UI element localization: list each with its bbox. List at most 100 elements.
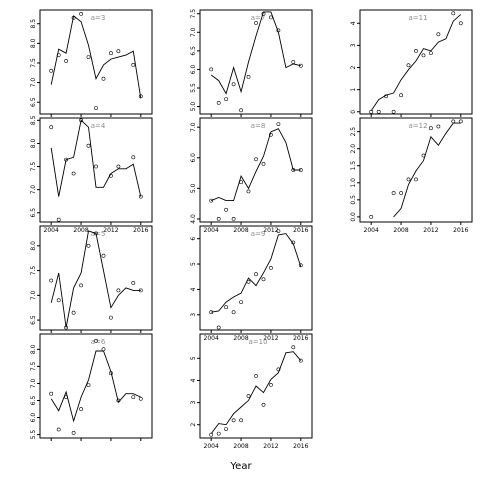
data-point [131, 281, 136, 285]
data-point [216, 431, 221, 436]
y-tick-label: 5.5 [30, 430, 37, 440]
fit-line [211, 233, 302, 313]
x-tick-label: 2008 [233, 335, 248, 342]
y-tick-label: 7.5 [30, 58, 37, 68]
y-tick-label: 6.5 [30, 315, 37, 325]
data-point [231, 310, 236, 315]
data-point [421, 153, 426, 158]
data-point [138, 288, 143, 293]
data-point [239, 108, 244, 113]
data-point [131, 155, 136, 160]
y-tick-label: 0.0 [350, 212, 357, 222]
y-tick-label: 5.0 [190, 183, 197, 193]
data-point [101, 76, 106, 81]
panels-group: 6.5 7.0 7.5 8.0 8.5 a=3 5.0 5.5 6.0 6.5 7.0 7.5 a=7 0… [30, 9, 473, 450]
fit-line [210, 11, 301, 95]
y-tick-label: 8.0 [30, 344, 37, 354]
data-point [261, 402, 266, 407]
fit-line [50, 15, 142, 99]
panel-label: a=12 [408, 122, 427, 130]
data-point [109, 315, 113, 320]
data-point [138, 396, 143, 401]
data-point [428, 51, 433, 56]
data-point [298, 263, 303, 268]
y-tick-label: 2.5 [350, 127, 357, 137]
data-point [276, 122, 281, 127]
data-point [239, 300, 244, 305]
x-tick-label: 2016 [293, 335, 308, 342]
data-point [268, 382, 273, 387]
y-tick-label: 1.0 [350, 178, 357, 188]
data-point [94, 106, 98, 111]
fit-line [50, 230, 141, 328]
data-point [64, 157, 69, 162]
panel-a-7: 5.0 5.5 6.0 6.5 7.0 7.5 a=7 [190, 9, 313, 117]
data-point [291, 168, 296, 172]
y-tick-label: 3 [350, 43, 357, 47]
x-tick-label: 2008 [233, 227, 248, 234]
data-point [116, 398, 121, 403]
data-point [64, 395, 69, 400]
data-point [216, 101, 221, 105]
y-tick-label: 2 [190, 423, 197, 427]
data-point [49, 68, 54, 73]
data-point [428, 126, 433, 131]
y-tick-label: 6.5 [30, 208, 37, 218]
data-point [109, 173, 113, 178]
data-point [458, 119, 463, 124]
data-point [71, 430, 76, 435]
fit-line [210, 351, 302, 434]
panel-frame [39, 333, 153, 439]
panel-a-6: 5.5 6.0 6.5 7.0 7.5 8.0 a=6 [30, 333, 153, 441]
x-tick-label: 2004 [364, 227, 379, 234]
x-tick-label: 2004 [44, 227, 59, 234]
panel-label: a=9 [251, 230, 266, 238]
data-point [261, 161, 266, 166]
data-point [231, 418, 236, 423]
panel-a-4: 6.5 7.0 7.5 8.0 8.5 2004 2008 2012 2016 a=4 [30, 115, 153, 234]
data-point [79, 283, 84, 288]
y-tick-label: 4 [190, 287, 197, 291]
y-tick-label: 6.5 [30, 97, 37, 107]
x-tick-label: 2016 [293, 227, 308, 234]
data-point [246, 189, 251, 194]
data-point [56, 427, 61, 432]
y-tick-label: 6.5 [190, 46, 197, 56]
data-point [49, 125, 54, 130]
panel-a-11: 0 1 2 3 4 a=11 [350, 9, 473, 117]
data-point [49, 391, 54, 396]
data-point [224, 97, 229, 102]
x-tick-label: 2012 [263, 443, 278, 450]
y-tick-label: 1 [350, 88, 357, 92]
panel-frame [199, 225, 313, 331]
data-point [451, 11, 456, 16]
data-point [94, 231, 98, 236]
y-tick-label: 8.5 [30, 19, 37, 29]
x-tick-label: 2012 [263, 335, 278, 342]
y-tick-label: 0 [350, 110, 357, 114]
y-tick-label: 6 [190, 237, 197, 241]
data-point [86, 383, 91, 388]
data-point [369, 109, 374, 114]
data-point [254, 374, 258, 378]
data-point [216, 216, 221, 221]
data-point [71, 15, 76, 20]
panel-frame [199, 9, 313, 115]
x-tick-label: 2016 [133, 227, 148, 234]
data-point [116, 49, 121, 54]
x-tick-label: 2008 [233, 443, 248, 450]
data-point [391, 109, 396, 114]
y-tick-label: 5.0 [190, 102, 197, 112]
data-point [209, 432, 214, 437]
y-tick-label: 7.0 [30, 78, 37, 88]
y-tick-label: 6.0 [190, 153, 197, 163]
data-point [298, 358, 303, 363]
data-point [86, 55, 91, 60]
data-point [116, 288, 121, 293]
panel-a-12: 0.0 0.5 1.0 1.5 2.0 2.5 2004 2008 2012 2016 a=12 [350, 117, 473, 234]
data-point [209, 67, 214, 72]
data-point [224, 427, 229, 432]
data-point [216, 325, 221, 330]
data-point [276, 28, 281, 33]
